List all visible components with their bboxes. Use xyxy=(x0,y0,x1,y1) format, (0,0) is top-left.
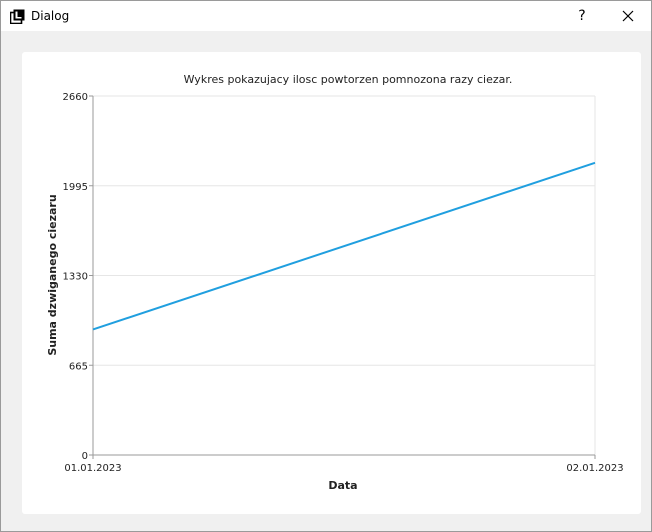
x-tick-labels: 01.01.2023 02.01.2023 xyxy=(64,463,623,474)
y-tick-label: 1995 xyxy=(63,182,88,193)
y-tick-label: 1330 xyxy=(63,272,88,283)
close-icon xyxy=(622,10,634,22)
app-icon xyxy=(10,9,25,24)
title-bar[interactable]: Dialog ? xyxy=(1,1,651,31)
series-lines xyxy=(92,161,596,331)
y-tick-label: 2660 xyxy=(63,92,88,103)
grid-lines xyxy=(92,95,596,456)
axes xyxy=(89,95,596,459)
x-tick-label: 02.01.2023 xyxy=(566,463,623,474)
y-tick-label: 665 xyxy=(69,361,88,372)
y-tick-labels: 0 665 1330 1995 2660 xyxy=(63,92,88,462)
window-title: Dialog xyxy=(31,9,70,23)
y-tick-label: 0 xyxy=(82,451,88,462)
help-button[interactable]: ? xyxy=(559,1,605,31)
series-line xyxy=(92,161,596,331)
chart-panel: Wykres pokazujacy ilosc powtorzen pomnoz… xyxy=(22,52,641,514)
help-label: ? xyxy=(578,8,586,24)
x-axis-label: Data xyxy=(328,479,357,492)
line-chart: Wykres pokazujacy ilosc powtorzen pomnoz… xyxy=(46,73,624,492)
y-axis-label: Suma dzwiganego ciezaru xyxy=(46,194,59,355)
x-tick-label: 01.01.2023 xyxy=(64,463,121,474)
chart-title: Wykres pokazujacy ilosc powtorzen pomnoz… xyxy=(184,73,513,86)
close-button[interactable] xyxy=(605,1,651,31)
